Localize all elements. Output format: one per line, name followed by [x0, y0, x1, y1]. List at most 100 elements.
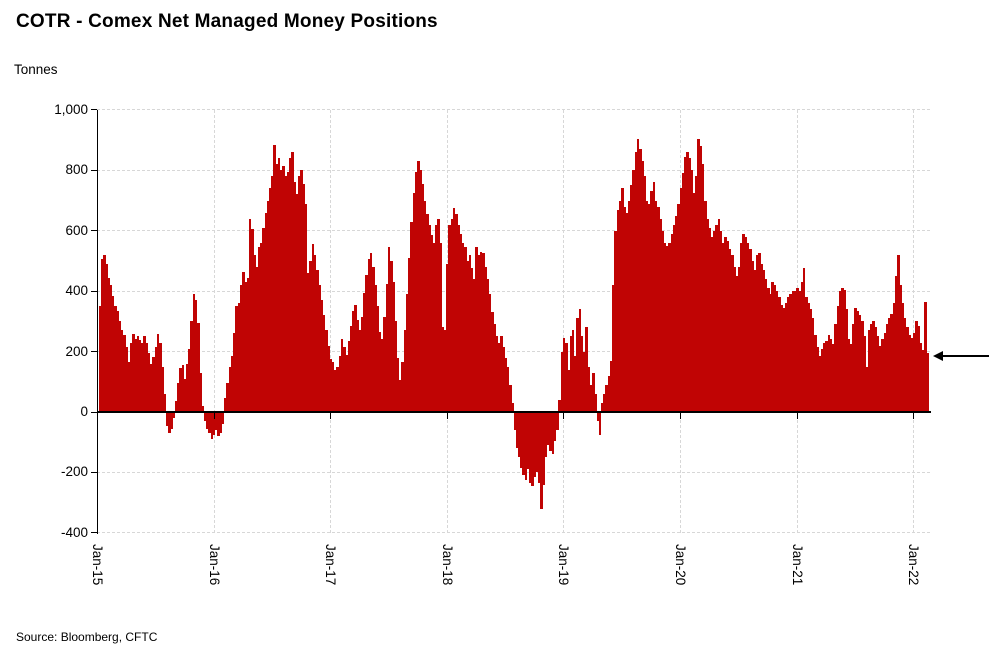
bar — [733, 266, 736, 412]
bar — [692, 192, 696, 412]
bar — [517, 412, 521, 458]
bar — [867, 330, 871, 412]
bar — [562, 337, 566, 412]
bar — [369, 253, 373, 412]
bar — [529, 412, 532, 483]
bar — [473, 279, 476, 412]
bar — [778, 297, 781, 412]
bar — [159, 342, 162, 412]
bar — [775, 291, 779, 412]
bar — [511, 402, 514, 412]
bar — [390, 260, 393, 412]
bar — [787, 297, 790, 412]
bar — [605, 384, 608, 412]
bar — [681, 173, 685, 412]
y-tick-label: 600 — [65, 222, 88, 238]
bar — [482, 253, 485, 412]
bar — [329, 359, 333, 412]
bar — [587, 366, 591, 412]
bar — [197, 322, 200, 412]
chart-title: COTR - Comex Net Managed Money Positions — [16, 11, 438, 32]
bar — [374, 285, 377, 412]
bar — [814, 334, 817, 412]
bar — [885, 324, 889, 412]
bar — [820, 348, 824, 412]
bar — [260, 242, 263, 412]
bar — [309, 260, 312, 412]
bar — [277, 158, 281, 412]
bar — [161, 366, 164, 412]
arrow-left-icon — [933, 351, 943, 361]
bar — [125, 347, 128, 412]
bar — [598, 412, 602, 435]
bar — [683, 156, 687, 412]
bar — [387, 247, 391, 412]
bar — [567, 369, 570, 412]
bar — [589, 384, 593, 412]
bar — [421, 183, 425, 412]
bar — [556, 412, 559, 431]
bar — [123, 334, 126, 412]
bar — [719, 230, 723, 412]
bar — [805, 297, 808, 412]
bar — [807, 303, 810, 412]
bar — [742, 233, 745, 412]
x-tick — [796, 413, 798, 419]
x-tick-label: Jan-15 — [90, 544, 105, 586]
x-tick — [913, 413, 915, 419]
bar — [295, 194, 299, 412]
bar — [708, 227, 712, 412]
bar — [679, 188, 683, 412]
bar — [641, 161, 644, 412]
bar — [526, 412, 530, 470]
bar — [623, 206, 626, 412]
bar — [618, 200, 622, 412]
bar — [825, 340, 828, 412]
bar — [504, 357, 508, 412]
x-tick — [330, 413, 332, 419]
bar — [634, 152, 638, 412]
bar — [854, 307, 857, 412]
bar — [255, 266, 259, 412]
x-tick-label: Jan-19 — [556, 544, 572, 586]
bar — [347, 340, 351, 412]
bar — [372, 266, 375, 412]
bar — [334, 369, 337, 412]
bar — [899, 285, 902, 412]
bar — [111, 295, 115, 412]
bar — [246, 277, 250, 412]
bar — [378, 331, 382, 412]
bar — [594, 393, 597, 412]
bar — [668, 242, 671, 412]
x-tick — [97, 413, 98, 419]
bar — [138, 340, 142, 412]
bar — [744, 236, 748, 412]
bar — [870, 324, 873, 412]
bar — [547, 412, 550, 446]
bar — [132, 334, 135, 412]
bar — [740, 242, 743, 412]
bar — [924, 301, 927, 412]
bar — [531, 412, 534, 487]
bar — [612, 285, 615, 412]
bar — [872, 321, 875, 412]
bar — [210, 412, 214, 440]
bar — [493, 324, 496, 412]
bar — [432, 242, 436, 412]
bar — [791, 291, 795, 412]
bar — [728, 248, 732, 412]
bar — [625, 212, 629, 412]
bar — [695, 176, 698, 412]
bar — [558, 399, 561, 412]
bar — [154, 347, 158, 412]
bar — [477, 254, 481, 412]
bar — [289, 158, 292, 412]
bar — [751, 260, 754, 412]
bar — [356, 319, 359, 412]
y-tick — [91, 230, 97, 232]
bar — [174, 401, 178, 412]
bar — [596, 412, 600, 422]
bar — [580, 336, 584, 412]
bar — [919, 342, 923, 412]
